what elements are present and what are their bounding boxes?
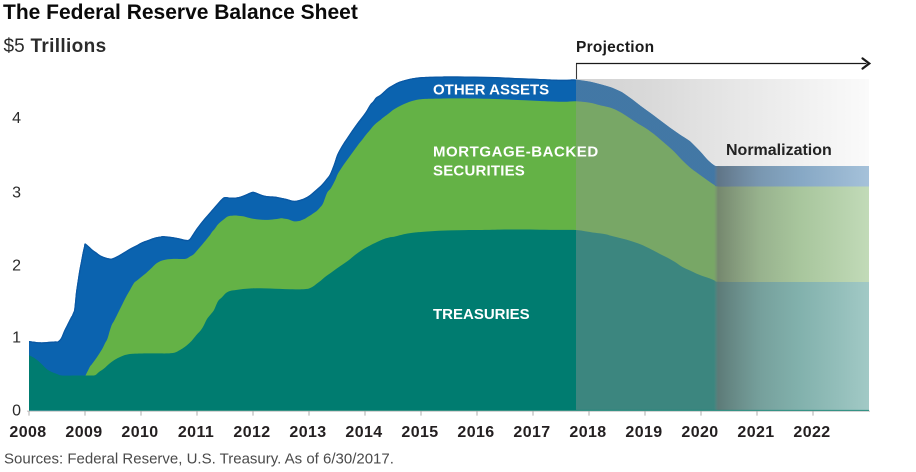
svg-text:The Federal Reserve Balance Sh: The Federal Reserve Balance Sheet xyxy=(3,1,358,24)
svg-text:OTHER ASSETS: OTHER ASSETS xyxy=(433,82,549,99)
svg-text:Projection: Projection xyxy=(576,39,654,56)
svg-text:2008: 2008 xyxy=(9,424,46,441)
svg-text:4: 4 xyxy=(12,110,21,127)
svg-text:1: 1 xyxy=(12,329,21,346)
svg-text:2017: 2017 xyxy=(513,424,550,441)
svg-text:2: 2 xyxy=(12,257,21,274)
svg-text:TREASURIES: TREASURIES xyxy=(433,306,530,323)
svg-text:2015: 2015 xyxy=(401,424,438,441)
svg-text:2010: 2010 xyxy=(121,424,158,441)
svg-text:Normalization: Normalization xyxy=(726,142,832,159)
svg-text:2019: 2019 xyxy=(625,424,662,441)
svg-text:2020: 2020 xyxy=(681,424,718,441)
svg-text:$5: $5 xyxy=(4,36,25,57)
svg-text:0: 0 xyxy=(12,402,21,419)
svg-text:2012: 2012 xyxy=(233,424,270,441)
svg-text:MORTGAGE-BACKED: MORTGAGE-BACKED xyxy=(433,144,599,161)
svg-text:2022: 2022 xyxy=(793,424,830,441)
svg-text:2014: 2014 xyxy=(345,424,382,441)
svg-text:Sources: Federal Reserve, U.S.: Sources: Federal Reserve, U.S. Treasury.… xyxy=(4,451,394,468)
svg-text:2013: 2013 xyxy=(289,424,326,441)
svg-text:Trillions: Trillions xyxy=(31,36,107,57)
svg-text:SECURITIES: SECURITIES xyxy=(433,163,525,180)
svg-text:2021: 2021 xyxy=(737,424,774,441)
svg-text:3: 3 xyxy=(12,184,21,201)
svg-text:2009: 2009 xyxy=(65,424,102,441)
svg-text:2016: 2016 xyxy=(457,424,494,441)
svg-text:2011: 2011 xyxy=(178,424,214,441)
svg-text:2018: 2018 xyxy=(569,424,606,441)
